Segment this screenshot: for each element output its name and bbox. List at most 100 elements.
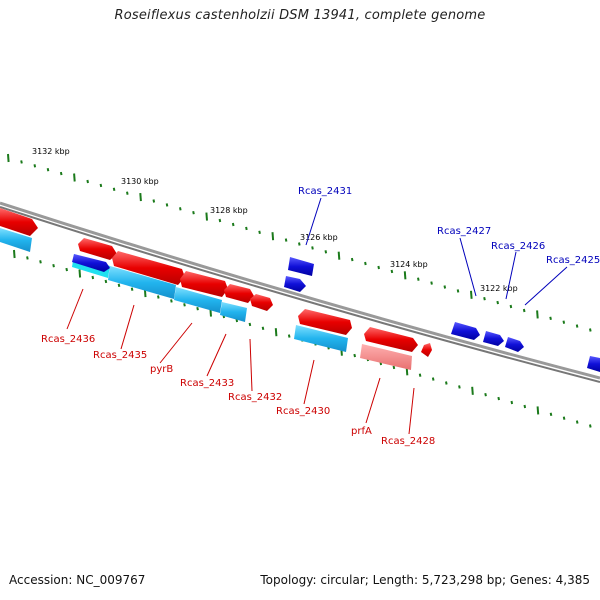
lower-scale-tick — [248, 322, 252, 327]
gene-label-rcas-2433: Rcas_2433 — [180, 378, 234, 389]
lower-scale-tick — [274, 328, 278, 337]
lower-scale-tick — [26, 256, 29, 260]
upper-scale-tick — [218, 218, 222, 223]
scale-label-3126: 3126 kbp — [300, 233, 338, 242]
gene-rcas-2426b[interactable] — [505, 337, 524, 352]
upper-scale-tick — [271, 232, 275, 241]
gene-prfa[interactable] — [364, 327, 418, 352]
gene-label-rcas-2428: Rcas_2428 — [381, 436, 435, 447]
upper-scale-tick — [165, 203, 169, 207]
lower-scale-tick — [13, 249, 16, 259]
scale-label-3124: 3124 kbp — [390, 260, 428, 269]
upper-scale-tick — [324, 250, 328, 254]
gene-rcas-2432[interactable] — [250, 294, 273, 311]
gene-label-rcas-2425: Rcas_2425 — [546, 255, 600, 266]
gene-label-rcas-2426: Rcas_2426 — [491, 241, 545, 252]
gene-rcas-2429[interactable] — [421, 343, 432, 357]
upper-scale-tick — [139, 193, 142, 202]
gene-label-rcas-2431: Rcas_2431 — [298, 186, 352, 197]
upper-scale-tick — [443, 285, 447, 289]
upper-scale-tick — [99, 183, 103, 188]
cds-pyrb[interactable] — [174, 287, 222, 313]
upper-scale-tick — [192, 211, 195, 215]
cds-rcas-2437[interactable] — [0, 228, 32, 252]
upper-scale-tick — [231, 222, 235, 227]
gene-pyrb[interactable] — [180, 271, 228, 297]
upper-scale-tick — [258, 230, 261, 234]
cds-rcas-2435[interactable] — [108, 266, 176, 299]
lower-scale-tick — [196, 307, 199, 311]
upper-scale-tick — [509, 304, 513, 309]
upper-scale-tick — [33, 164, 37, 168]
lower-scale-tick — [562, 416, 566, 420]
upper-scale-tick — [20, 160, 23, 164]
upper-scale-tick — [126, 191, 129, 195]
gene-label-rcas-2430: Rcas_2430 — [276, 406, 330, 417]
cds-rcas-2433[interactable] — [220, 302, 247, 322]
gene-label-rcas-2427: Rcas_2427 — [437, 226, 491, 237]
gene-rcas-2428-pseudo[interactable] — [360, 344, 412, 370]
scale-label-3122: 3122 kbp — [480, 284, 518, 293]
lower-scale-tick — [170, 299, 173, 303]
lower-scale-tick — [65, 267, 68, 272]
upper-scale-tick — [470, 290, 473, 299]
lower-scale-tick — [589, 424, 592, 428]
lower-scale-tick — [510, 400, 514, 405]
gene-rcas-2437[interactable] — [0, 208, 38, 236]
gene-rcas-2431[interactable] — [288, 257, 314, 276]
upper-scale-tick — [390, 269, 394, 274]
upper-scale-tick — [417, 277, 420, 281]
topology-text: Topology: circular; Length: 5,723,298 bp… — [260, 573, 590, 587]
cds-rcas-2430[interactable] — [294, 325, 348, 352]
lower-scale-tick — [39, 260, 42, 264]
lower-scale-tick — [130, 287, 134, 291]
lower-scale-tick — [418, 373, 422, 377]
lower-scale-tick — [287, 334, 291, 338]
accession-text: Accession: NC_009767 — [9, 573, 146, 587]
lower-scale-tick — [458, 385, 461, 389]
lower-scale-tick — [117, 283, 121, 287]
lower-scale-tick — [392, 365, 396, 370]
gene-rcas-2436-fwd[interactable] — [72, 254, 110, 272]
lower-scale-tick — [445, 381, 448, 385]
reverse-strand-genes — [0, 208, 432, 370]
upper-scale-tick — [46, 168, 50, 172]
gene-label-rcas-2436: Rcas_2436 — [41, 334, 95, 345]
gene-rcas-2426[interactable] — [483, 331, 504, 346]
lower-scale-tick — [549, 412, 553, 416]
upper-scale-tick — [522, 308, 526, 313]
gene-label-rcas-2435: Rcas_2435 — [93, 350, 147, 361]
upper-scale-tick — [562, 320, 566, 324]
gene-rcas-2436[interactable] — [78, 238, 117, 260]
upper-scale-tick — [284, 238, 288, 242]
gene-rcas-2427[interactable] — [451, 322, 480, 340]
gene-rcas-2431b[interactable] — [284, 276, 306, 292]
upper-scale-tick — [456, 289, 460, 293]
lower-scale-tick — [104, 279, 108, 284]
lower-scale-tick — [157, 295, 160, 299]
upper-scale-tick — [112, 187, 116, 191]
lower-scale-tick — [523, 404, 527, 409]
lower-scale-tick — [52, 264, 55, 268]
upper-scale-tick — [430, 281, 433, 285]
upper-scale-tick — [86, 179, 89, 184]
gene-rcas-2430[interactable] — [298, 309, 352, 335]
forward-strand-genes — [72, 254, 600, 372]
lower-scale-tick — [575, 420, 579, 424]
gene-rcas-2425[interactable] — [587, 356, 600, 372]
upper-scale-tick — [205, 212, 208, 221]
upper-scale-tick — [7, 153, 10, 163]
leader-lines — [66, 197, 568, 435]
lower-scale-tick — [78, 269, 82, 278]
gene-rcas-2435[interactable] — [112, 251, 185, 285]
gene-rcas-2433[interactable] — [224, 284, 254, 303]
upper-scale-tick — [549, 316, 552, 320]
upper-scale-tick — [245, 226, 248, 231]
scale-label-3132: 3132 kbp — [32, 147, 70, 156]
lower-scale-tick — [497, 396, 500, 401]
gene-label-prfa: prfA — [351, 426, 372, 437]
lower-scale-tick — [431, 377, 435, 381]
lower-scale-tick — [536, 406, 540, 415]
upper-scale-tick — [575, 324, 579, 328]
